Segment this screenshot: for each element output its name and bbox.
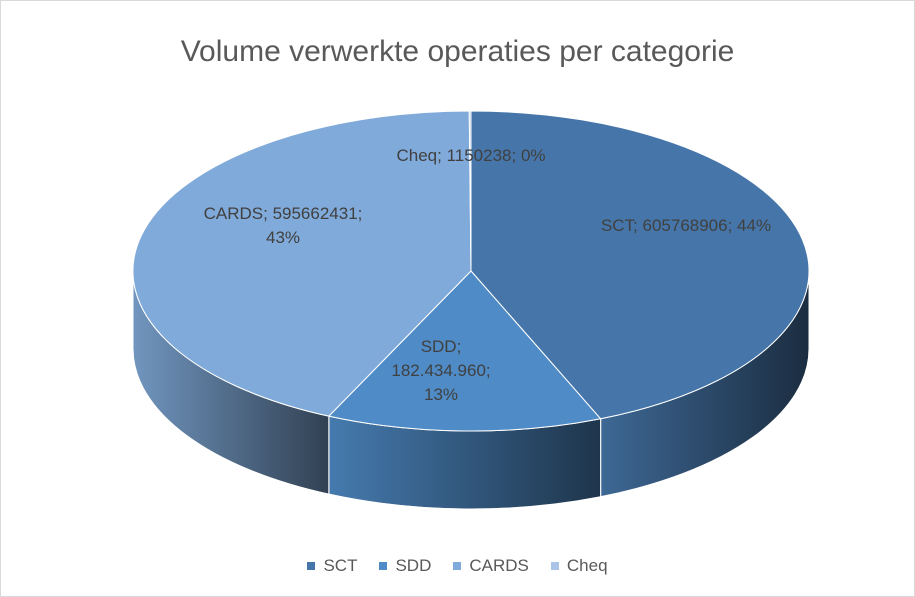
legend-label: CARDS [469, 556, 529, 575]
legend: SCT SDD CARDS Cheq [1, 556, 914, 576]
legend-label: SCT [323, 556, 358, 575]
legend-item: SDD [379, 556, 431, 576]
pie-slice [327, 270, 602, 432]
data-label: SCT; 605768906; 44% [600, 216, 772, 235]
pie-slice [132, 110, 472, 417]
legend-item: CARDS [453, 556, 529, 576]
legend-swatch [550, 562, 559, 570]
legend-swatch [379, 562, 388, 570]
data-label: SDD; 182.434.960; 13% [391, 337, 491, 404]
legend-item: Cheq [550, 556, 608, 576]
pie-slice [468, 110, 472, 272]
legend-swatch [453, 562, 462, 570]
data-label: CARDS; 595662431; 43% [203, 204, 363, 247]
legend-swatch [307, 562, 316, 570]
pie-slice [470, 110, 810, 420]
legend-label: Cheq [566, 556, 608, 575]
legend-item: SCT [307, 556, 357, 576]
legend-label: SDD [395, 556, 432, 575]
chart-title: Volume verwerkte operaties per categorie [180, 35, 735, 68]
data-label: Cheq; 1150238; 0% [396, 146, 546, 165]
